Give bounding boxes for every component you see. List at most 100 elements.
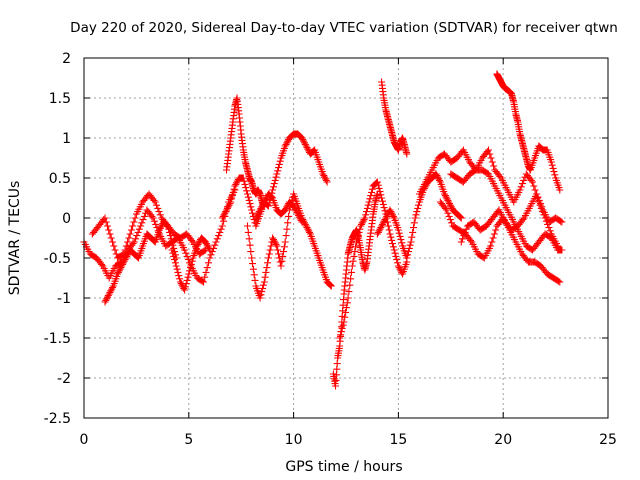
data-point	[281, 142, 289, 150]
data-point	[282, 232, 290, 240]
data-point	[148, 212, 156, 220]
data-point	[282, 204, 290, 212]
data-point	[269, 234, 277, 242]
y-tick-label: -1	[57, 291, 71, 307]
data-point	[222, 208, 230, 216]
data-point	[170, 252, 178, 260]
data-point	[376, 188, 384, 196]
data-point	[327, 281, 334, 289]
data-point	[109, 284, 116, 292]
data-point	[392, 252, 400, 260]
data-point	[139, 216, 147, 224]
data-point	[126, 230, 134, 238]
data-point	[352, 243, 360, 251]
data-point	[414, 204, 422, 212]
data-point	[149, 214, 157, 222]
series-track-7	[244, 190, 335, 302]
x-tick-label: 0	[80, 432, 89, 448]
data-point	[184, 256, 192, 264]
data-point	[339, 321, 347, 329]
data-point	[341, 313, 349, 321]
data-point	[181, 283, 189, 291]
data-point	[217, 225, 225, 233]
data-point	[294, 210, 302, 218]
data-point	[248, 254, 256, 262]
data-point	[384, 222, 392, 230]
data-point	[363, 204, 371, 212]
data-point	[320, 172, 328, 180]
data-point	[386, 230, 394, 238]
data-point	[389, 212, 397, 220]
data-point	[266, 246, 274, 254]
data-point	[251, 276, 259, 284]
data-point	[134, 253, 142, 261]
data-point	[319, 170, 327, 178]
data-point	[175, 272, 183, 280]
data-point	[260, 278, 268, 286]
data-point	[281, 238, 289, 246]
data-point	[248, 206, 256, 214]
x-axis-title: GPS time / hours	[285, 459, 402, 475]
data-point	[184, 273, 192, 281]
data-point	[388, 209, 396, 217]
data-point	[120, 257, 128, 265]
data-point	[207, 251, 215, 259]
data-point	[446, 201, 454, 209]
data-point	[259, 200, 267, 208]
data-point	[298, 218, 306, 226]
y-tick-label: 1.5	[49, 91, 71, 107]
y-axis-title: SDTVAR / TECUs	[7, 181, 23, 296]
data-point	[444, 196, 452, 204]
data-point	[174, 268, 182, 276]
x-tick-labels: 0 5 10 15 20 25	[80, 432, 617, 448]
data-point	[516, 186, 524, 194]
data-point	[228, 192, 236, 200]
data-point	[243, 187, 251, 195]
data-point	[102, 296, 110, 304]
data-point	[367, 192, 375, 200]
data-point	[200, 247, 208, 255]
series-track-4	[168, 234, 214, 294]
data-point	[271, 239, 279, 247]
data-point	[151, 198, 159, 206]
x-tick-label: 5	[184, 432, 193, 448]
y-tick-label: 0.5	[49, 171, 71, 187]
data-point	[388, 236, 396, 244]
data-point	[487, 154, 495, 162]
data-point	[375, 227, 383, 235]
data-point	[205, 244, 213, 252]
data-point	[246, 241, 254, 249]
data-point	[378, 194, 386, 202]
data-point	[244, 190, 251, 198]
data-point	[299, 136, 307, 144]
data-point	[202, 268, 210, 276]
y-tick-label: -2.5	[44, 411, 71, 427]
data-point	[443, 195, 451, 203]
data-point	[301, 140, 309, 148]
data-point	[434, 173, 442, 181]
data-point	[108, 285, 116, 293]
data-point	[556, 278, 564, 286]
data-point	[446, 216, 454, 224]
series-track-10	[336, 178, 411, 342]
data-point	[206, 254, 214, 262]
data-point	[358, 219, 366, 227]
data-point	[296, 215, 304, 223]
data-point	[304, 225, 312, 233]
data-point	[130, 218, 138, 226]
data-point	[150, 237, 158, 245]
data-point	[322, 176, 330, 184]
data-point	[282, 140, 290, 148]
data-point	[385, 226, 393, 234]
data-point	[347, 268, 355, 276]
data-point	[270, 237, 278, 245]
data-point	[267, 192, 275, 200]
data-point	[123, 252, 131, 260]
data-point	[256, 206, 264, 214]
data-point	[262, 268, 270, 276]
data-point	[386, 206, 394, 214]
data-point	[110, 242, 118, 250]
series-track-6	[218, 130, 331, 230]
data-point	[537, 200, 544, 208]
data-point	[391, 249, 399, 257]
